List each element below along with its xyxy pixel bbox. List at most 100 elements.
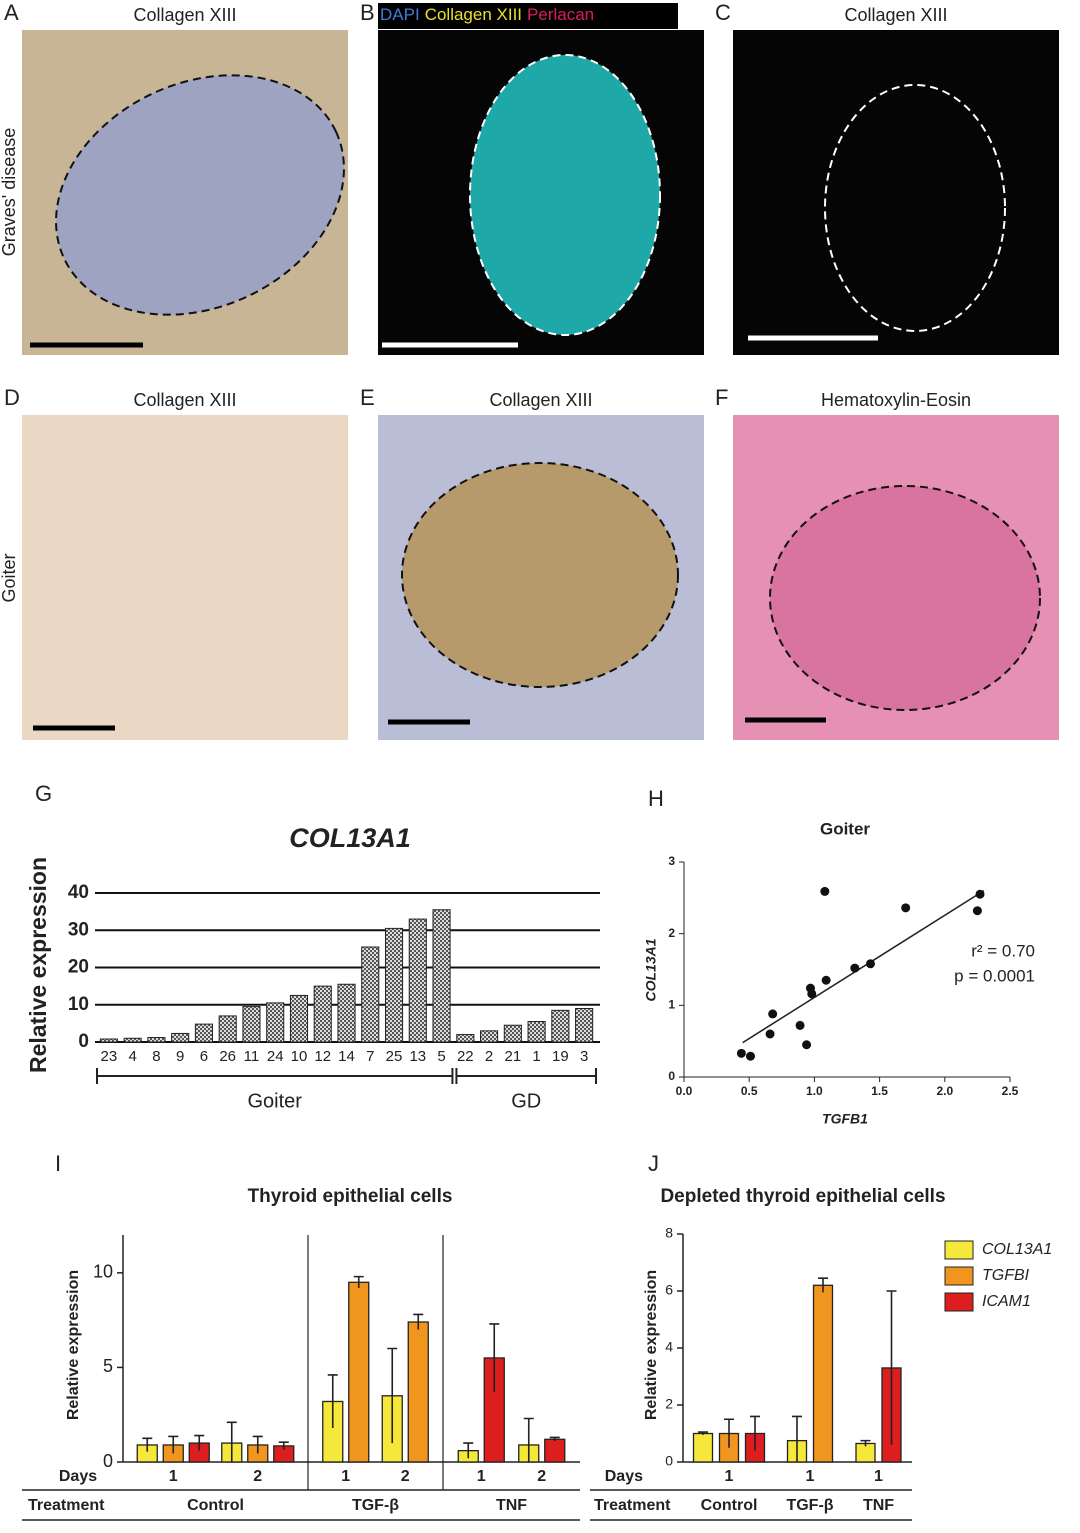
region — [824, 84, 1006, 332]
y-tick-label: 30 — [68, 919, 89, 940]
chart-title: Goiter — [820, 819, 870, 838]
chart-title: Thyroid epithelial cells — [248, 1186, 453, 1207]
legend-label: ICAM1 — [982, 1293, 1031, 1310]
treatment-label: TNF — [496, 1497, 527, 1514]
bar — [432, 909, 451, 1043]
error-bar — [549, 1436, 560, 1442]
y-tick-label: 10 — [68, 994, 89, 1015]
day-label: 1 — [806, 1468, 815, 1485]
panel-letter: E — [360, 385, 375, 410]
day-label: 1 — [725, 1468, 734, 1485]
group-label: GD — [511, 1090, 541, 1112]
image-c — [733, 30, 1059, 355]
day-label: 2 — [253, 1468, 262, 1485]
error-bar — [252, 1435, 263, 1454]
x-axis-label: TGFB1 — [822, 1111, 868, 1127]
x-tick-label: 23 — [101, 1048, 118, 1065]
x-tick-label: 19 — [552, 1048, 569, 1065]
legend-label: TGFBI — [982, 1267, 1030, 1284]
x-tick-label: 2.5 — [1002, 1084, 1019, 1098]
bar — [384, 927, 404, 1043]
x-tick-label: 2 — [485, 1048, 493, 1065]
x-tick-label: 0.0 — [676, 1084, 693, 1098]
error-bar — [792, 1415, 802, 1462]
bar — [348, 1281, 370, 1463]
y-tick-label: 20 — [68, 957, 89, 978]
y-tick-label: 3 — [668, 854, 675, 868]
micrographs — [22, 30, 1059, 740]
fit-line — [742, 890, 985, 1044]
x-tick-label: 25 — [386, 1048, 403, 1065]
panel-title: Collagen XIII — [133, 390, 236, 410]
bar — [408, 918, 427, 1043]
bar — [503, 1024, 522, 1043]
y-tick-label: 2 — [665, 1396, 673, 1412]
title-bg — [378, 3, 678, 29]
panel-letter: H — [648, 786, 664, 811]
bar — [194, 1023, 213, 1043]
legend-swatch — [944, 1240, 974, 1260]
bar — [123, 1037, 142, 1043]
y-tick-label: 2 — [668, 926, 675, 940]
panel-letter: I — [55, 1151, 61, 1176]
error-bar — [194, 1434, 205, 1451]
bar — [544, 1438, 566, 1463]
point — [865, 959, 875, 969]
error-bar — [387, 1347, 398, 1444]
error-bar — [142, 1437, 153, 1452]
y-tick-label: 0 — [103, 1451, 113, 1471]
panel-title: Collagen XIII — [844, 5, 947, 25]
day-label: 2 — [401, 1468, 410, 1485]
y-tick-label: 0 — [78, 1031, 89, 1052]
x-tick-label: 22 — [457, 1048, 474, 1065]
y-axis-label: COL13A1 — [643, 938, 659, 1001]
point — [736, 1048, 746, 1058]
region — [55, 74, 345, 316]
x-tick-label: 1 — [532, 1048, 540, 1065]
y-axis-label: Relative expression — [65, 1270, 82, 1420]
day-label: 1 — [169, 1468, 178, 1485]
bar — [289, 994, 309, 1043]
error-bar — [886, 1290, 897, 1445]
stain-label: DAPI — [380, 5, 420, 24]
error-bar — [463, 1442, 474, 1459]
x-tick-label: 12 — [314, 1048, 331, 1065]
point — [802, 1040, 812, 1050]
bar — [480, 1030, 499, 1043]
bar — [337, 983, 356, 1043]
panel-title: Collagen XIII — [133, 5, 236, 25]
legend-swatch — [944, 1266, 974, 1286]
bar — [812, 1284, 834, 1463]
stain-label: Collagen XIII — [425, 5, 522, 24]
bar — [171, 1032, 190, 1043]
bar — [551, 1009, 570, 1043]
x-tick-label: 13 — [409, 1048, 426, 1065]
chart-title: COL13A1 — [289, 823, 411, 853]
row-label: Treatment — [28, 1497, 105, 1514]
legend-label: COL13A1 — [982, 1241, 1052, 1258]
error-bar — [413, 1313, 424, 1330]
error-bar — [698, 1431, 708, 1435]
y-tick-label: 6 — [665, 1282, 673, 1298]
point — [850, 963, 860, 973]
point — [746, 1051, 756, 1061]
bar — [456, 1034, 475, 1043]
x-tick-label: 21 — [504, 1048, 521, 1065]
point — [765, 1029, 775, 1039]
error-bar — [818, 1277, 828, 1293]
x-tick-label: 4 — [128, 1048, 136, 1065]
bar — [218, 1015, 237, 1043]
x-tick-label: 11 — [244, 1048, 260, 1065]
x-tick-label: 3 — [580, 1048, 588, 1065]
error-bar — [278, 1441, 289, 1450]
x-tick-label: 8 — [152, 1048, 160, 1065]
point — [807, 989, 817, 999]
treatment-label: Control — [187, 1497, 244, 1514]
bar — [575, 1007, 594, 1043]
panel-letter: B — [360, 0, 375, 25]
panel-title: Hematoxylin-Eosin — [821, 390, 971, 410]
x-tick-label: 9 — [176, 1048, 184, 1065]
row-label: Graves' disease — [0, 128, 19, 257]
panel-letter: J — [648, 1151, 659, 1176]
row-label: Goiter — [0, 553, 19, 602]
